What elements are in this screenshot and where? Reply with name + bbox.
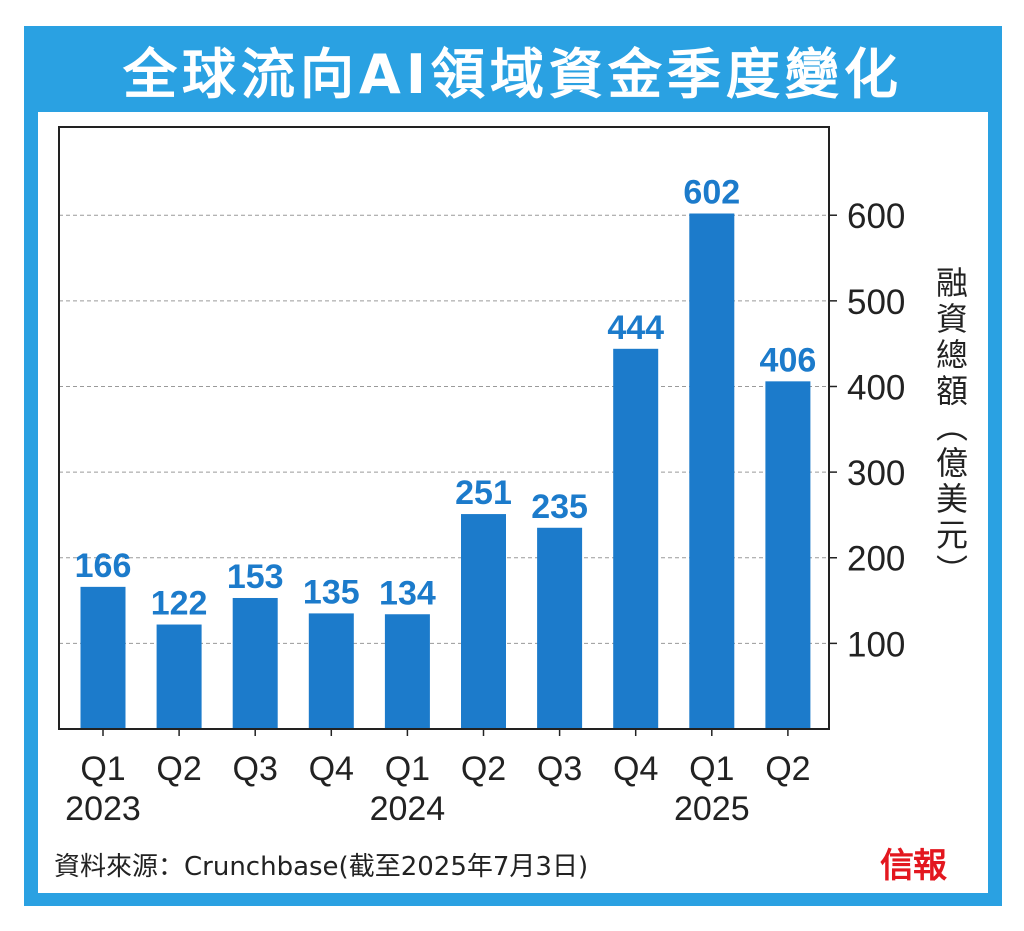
bar-value-label: 602: [683, 174, 740, 212]
bar-value-label: 166: [75, 547, 132, 585]
chart-title: 全球流向AI領域資金季度變化: [123, 42, 903, 106]
y-axis-label-char: 總: [936, 336, 968, 374]
year-label: 2025: [674, 790, 750, 828]
bar-value-label: 122: [151, 585, 208, 623]
plot-area: [58, 126, 830, 730]
bar-value-label: 251: [455, 474, 512, 512]
y-axis-label-char: 億: [936, 444, 968, 482]
bar: [765, 381, 811, 729]
x-tick-label: Q2: [765, 750, 810, 788]
bar-value-label: 134: [379, 574, 436, 612]
title-bar: 全球流向AI領域資金季度變化: [24, 26, 1002, 112]
bar: [80, 586, 126, 729]
x-tick-label: Q2: [156, 750, 201, 788]
y-axis-label-char: 元: [936, 516, 968, 554]
bar-value-label: 135: [303, 573, 360, 611]
bar: [384, 614, 430, 729]
bar: [461, 514, 506, 729]
y-axis-label-char: ︵: [936, 408, 968, 446]
year-label: 2023: [65, 790, 141, 828]
y-axis-label-char: 融: [936, 264, 968, 302]
bar: [537, 527, 583, 729]
bar-value-label: 153: [227, 558, 284, 596]
x-tick-label: Q4: [613, 750, 658, 788]
bar-value-label: 444: [607, 309, 664, 347]
bar-value-label: 235: [531, 488, 588, 526]
y-axis-label-char: 資: [936, 300, 968, 338]
y-tick-label: 400: [847, 368, 905, 407]
x-tick-label: Q1: [80, 750, 125, 788]
x-tick-label: Q3: [233, 750, 278, 788]
x-tick-label: Q2: [461, 750, 506, 788]
y-axis-label-char: 額: [936, 372, 968, 410]
bar: [232, 597, 278, 729]
y-tick-label: 300: [847, 454, 905, 493]
y-tick-label: 600: [847, 197, 905, 236]
publisher-logo: 信報: [880, 846, 947, 886]
x-tick-label: Q1: [689, 750, 734, 788]
y-tick-label: 100: [847, 625, 905, 664]
y-tick-label: 500: [847, 283, 905, 322]
x-tick-label: Q1: [385, 750, 430, 788]
bar-value-label: 406: [760, 341, 817, 379]
y-tick-label: 200: [847, 540, 905, 579]
source-note: 資料來源：Crunchbase(截至2025年7月3日): [54, 852, 589, 882]
bar: [308, 613, 354, 729]
bar: [156, 624, 202, 729]
year-label: 2024: [370, 790, 446, 828]
x-tick-label: Q3: [537, 750, 582, 788]
bar: [613, 348, 659, 729]
x-tick-label: Q4: [309, 750, 354, 788]
y-axis-label-char: ︶: [936, 552, 968, 590]
bar: [689, 213, 735, 730]
y-axis-label-char: 美: [936, 480, 968, 518]
